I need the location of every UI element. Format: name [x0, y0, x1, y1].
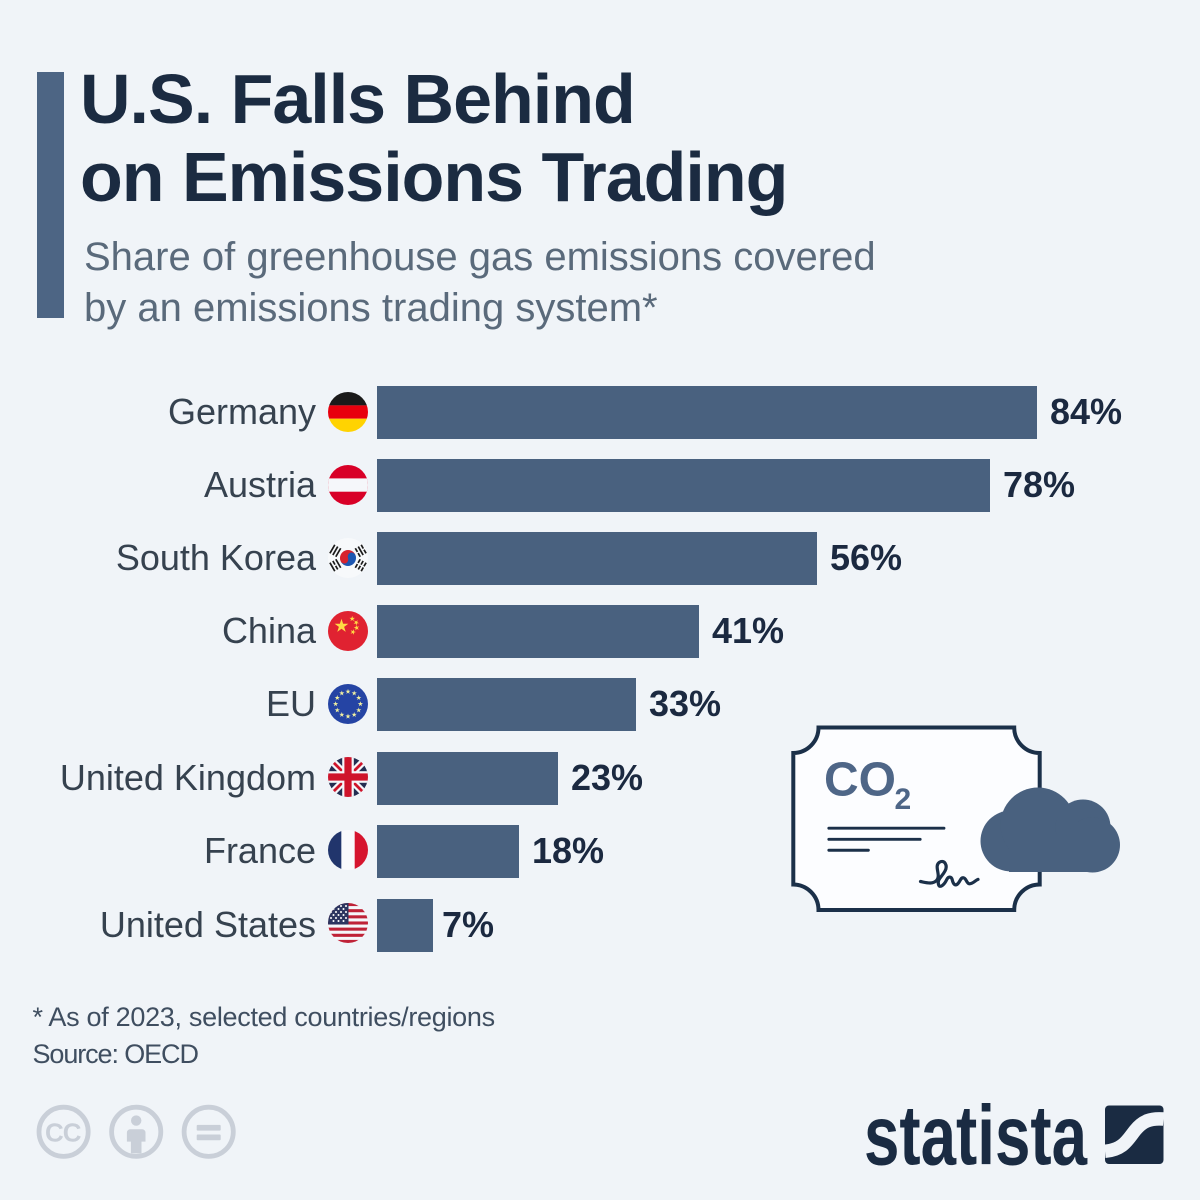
svg-text:CC: CC	[45, 1117, 82, 1147]
svg-text:CO: CO	[824, 754, 896, 807]
svg-text:2: 2	[895, 783, 912, 816]
svg-text:statista: statista	[864, 1089, 1088, 1183]
